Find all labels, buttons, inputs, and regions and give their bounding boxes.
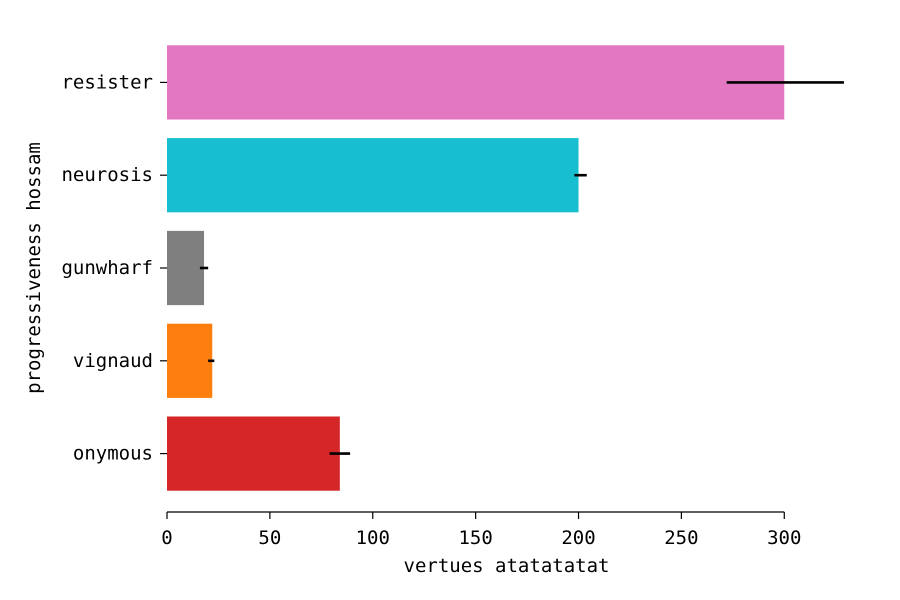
bar-resister	[167, 45, 785, 120]
bar-onymous	[167, 416, 340, 491]
error-bars	[199, 81, 844, 455]
x-axis-label: vertues atatatatat	[404, 555, 610, 577]
x-tick-label-250: 250	[664, 527, 698, 549]
x-tick-label-150: 150	[458, 527, 492, 549]
x-tick-label-100: 100	[356, 527, 390, 549]
y-tick-label-neurosis: neurosis	[61, 164, 153, 186]
x-tick-label-0: 0	[161, 527, 172, 549]
x-tick-label-300: 300	[767, 527, 801, 549]
bars	[167, 45, 785, 491]
y-axis-label: progressiveness hossam	[23, 142, 45, 394]
y-tick-label-resister: resister	[61, 71, 153, 93]
x-tick-label-200: 200	[561, 527, 595, 549]
bar-neurosis	[167, 138, 579, 213]
x-axis: 0 50 100 150 200 250 300	[161, 511, 801, 549]
bar-gunwharf	[167, 230, 205, 306]
x-tick-label-50: 50	[258, 527, 281, 549]
y-tick-label-gunwharf: gunwharf	[61, 257, 153, 279]
y-tick-label-onymous: onymous	[73, 443, 153, 465]
y-axis: resister neurosis gunwharf vignaud onymous	[61, 71, 167, 465]
y-tick-label-vignaud: vignaud	[73, 350, 153, 372]
bar-vignaud	[167, 323, 213, 398]
